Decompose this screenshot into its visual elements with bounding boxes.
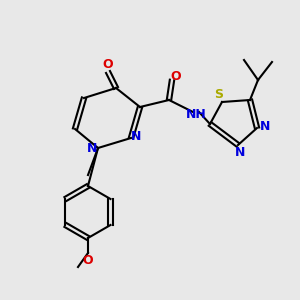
Text: NH: NH [186, 107, 206, 121]
Text: N: N [260, 119, 270, 133]
Text: S: S [214, 88, 224, 100]
Text: N: N [87, 142, 97, 155]
Text: O: O [171, 70, 181, 83]
Text: N: N [131, 130, 141, 142]
Text: O: O [103, 58, 113, 71]
Text: N: N [235, 146, 245, 160]
Text: O: O [83, 254, 93, 266]
